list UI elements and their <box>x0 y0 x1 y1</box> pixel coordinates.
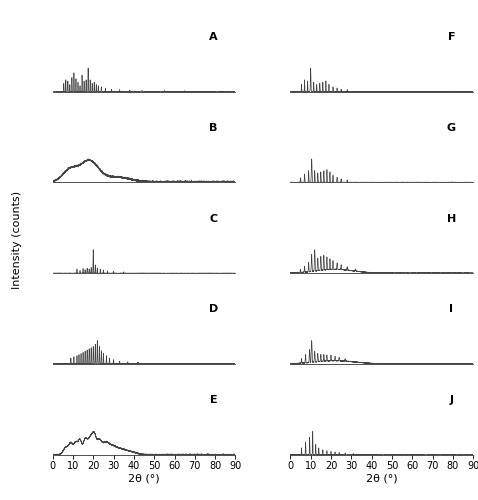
Text: B: B <box>209 123 217 133</box>
X-axis label: 2θ (°): 2θ (°) <box>128 474 160 484</box>
X-axis label: 2θ (°): 2θ (°) <box>366 474 398 484</box>
Text: H: H <box>446 214 456 224</box>
Text: F: F <box>447 32 455 42</box>
Text: A: A <box>209 32 218 42</box>
Text: G: G <box>447 123 456 133</box>
Text: J: J <box>449 396 453 406</box>
Text: E: E <box>210 396 217 406</box>
Text: C: C <box>209 214 217 224</box>
Text: I: I <box>449 304 453 314</box>
Text: Intensity (counts): Intensity (counts) <box>12 191 22 289</box>
Text: D: D <box>209 304 218 314</box>
